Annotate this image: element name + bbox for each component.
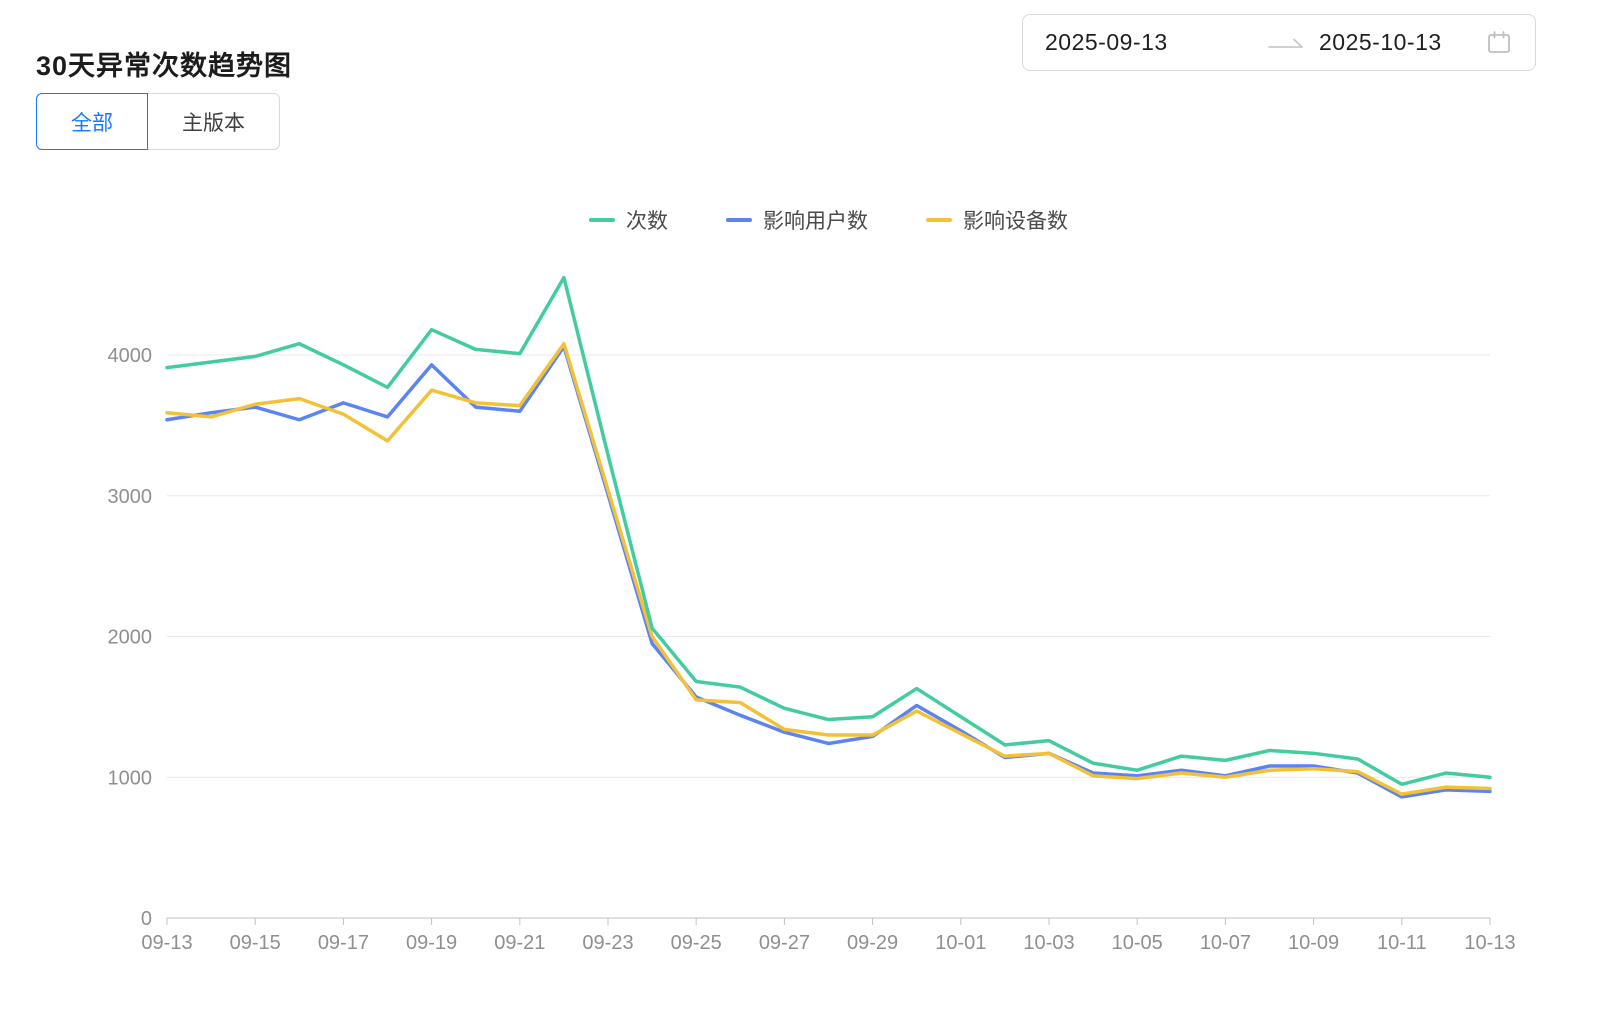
chart-legend: 次数 影响用户数 影响设备数	[167, 205, 1490, 235]
x-axis-label: 10-13	[1464, 932, 1515, 954]
y-axis-label: 3000	[108, 486, 153, 508]
y-axis-label: 2000	[108, 627, 153, 649]
legend-label-affected-users: 影响用户数	[763, 210, 868, 233]
legend-label-affected-devices: 影响设备数	[963, 210, 1068, 233]
start-date-value[interactable]: 2025-09-13	[1045, 29, 1168, 55]
y-axis-label: 1000	[108, 767, 153, 789]
legend-marker-affected-users-icon	[726, 218, 752, 222]
series-line-affected-users	[165, 344, 1492, 799]
x-axis-label: 10-03	[1023, 932, 1074, 954]
x-axis-label: 10-05	[1112, 932, 1163, 954]
tab-main-version[interactable]: 主版本	[147, 93, 280, 150]
legend-marker-count-icon	[589, 218, 615, 222]
tab-all[interactable]: 全部	[36, 93, 148, 150]
date-range-picker[interactable]: 2025-09-13 2025-10-13	[1022, 14, 1536, 71]
x-axis-label: 09-17	[318, 932, 369, 954]
y-axis-label: 0	[141, 908, 152, 930]
x-axis-label: 09-19	[406, 932, 457, 954]
legend-marker-affected-devices-icon	[926, 218, 952, 222]
range-arrow-icon	[1267, 34, 1319, 52]
x-axis-label: 09-27	[759, 932, 810, 954]
x-axis-label: 09-15	[230, 932, 281, 954]
x-axis-label: 09-21	[494, 932, 545, 954]
x-axis-label: 09-13	[141, 932, 192, 954]
series-line-affected-devices	[165, 341, 1492, 796]
x-axis-label: 10-07	[1200, 932, 1251, 954]
x-axis-label: 10-11	[1377, 932, 1427, 954]
legend-item-affected-devices[interactable]: 影响设备数	[926, 205, 1068, 235]
x-axis-label: 09-29	[847, 932, 898, 954]
page-title: 30天异常次数趋势图	[36, 51, 293, 82]
x-axis-label: 10-01	[935, 932, 986, 954]
x-axis-label: 09-25	[671, 932, 722, 954]
legend-item-affected-users[interactable]: 影响用户数	[726, 205, 868, 235]
x-axis-label: 09-23	[582, 932, 633, 954]
series-line-count	[165, 275, 1492, 787]
calendar-icon[interactable]	[1485, 29, 1513, 57]
end-date-value[interactable]: 2025-10-13	[1319, 29, 1442, 55]
x-axis-label: 10-09	[1288, 932, 1339, 954]
legend-item-count[interactable]: 次数	[589, 205, 668, 235]
version-filter-tabs: 全部 主版本	[36, 93, 280, 150]
legend-label-count: 次数	[626, 210, 668, 233]
y-axis-label: 4000	[108, 345, 153, 367]
